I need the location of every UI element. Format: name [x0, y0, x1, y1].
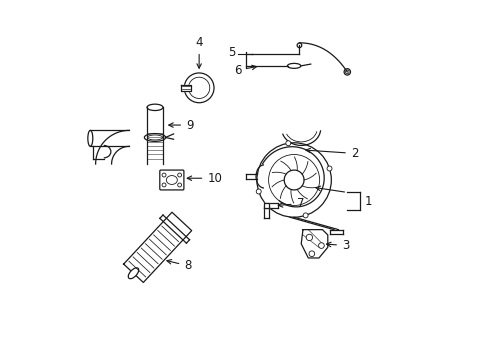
- Text: 10: 10: [187, 172, 222, 185]
- Polygon shape: [301, 230, 327, 258]
- Text: 9: 9: [168, 118, 193, 131]
- Circle shape: [305, 234, 312, 240]
- Circle shape: [285, 141, 290, 146]
- Polygon shape: [123, 212, 191, 283]
- Circle shape: [162, 173, 165, 177]
- Polygon shape: [264, 203, 268, 208]
- Ellipse shape: [128, 268, 139, 279]
- Circle shape: [162, 183, 165, 187]
- Text: 3: 3: [326, 239, 348, 252]
- Circle shape: [256, 189, 261, 194]
- Circle shape: [177, 183, 181, 187]
- Circle shape: [303, 213, 307, 218]
- Text: 6: 6: [234, 64, 256, 77]
- Text: 2: 2: [305, 147, 358, 160]
- Text: 4: 4: [195, 36, 203, 68]
- Circle shape: [308, 251, 314, 257]
- Text: 1: 1: [364, 195, 372, 208]
- Circle shape: [318, 243, 324, 248]
- Circle shape: [326, 166, 331, 171]
- Text: 7: 7: [278, 197, 304, 210]
- Text: 5: 5: [228, 46, 235, 59]
- Text: 8: 8: [166, 259, 191, 272]
- Circle shape: [177, 173, 181, 177]
- Polygon shape: [181, 85, 191, 91]
